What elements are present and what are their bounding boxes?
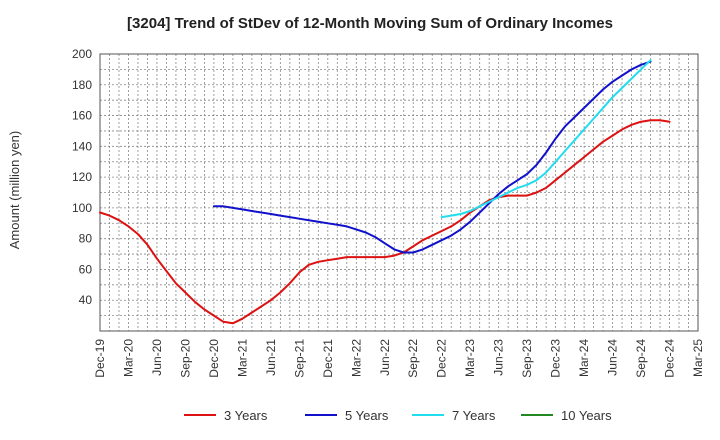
- y-tick-label: 180: [72, 78, 92, 92]
- x-tick-label: Mar-24: [577, 339, 591, 377]
- x-tick-label: Sep-24: [634, 339, 648, 378]
- x-tick-label: Jun-22: [378, 339, 392, 376]
- x-tick-label: Sep-23: [520, 339, 534, 378]
- y-tick-label: 120: [72, 170, 92, 184]
- plot-frame: [99, 53, 699, 332]
- x-tick-label: Mar-22: [349, 339, 363, 377]
- y-tick-label: 140: [72, 139, 92, 153]
- x-tick-label: Dec-22: [435, 339, 449, 378]
- x-tick-label: Sep-20: [178, 339, 192, 378]
- chart-title: [3204] Trend of StDev of 12-Month Moving…: [127, 15, 613, 32]
- plot-area: 40 60 80 100 120 140 160 180 200 Dec-19 Mar-20 Jun-…: [72, 47, 705, 378]
- x-tick-label: Dec-20: [207, 339, 221, 378]
- y-axis-label: Amount (million yen): [7, 131, 22, 250]
- legend: 3 Years 5 Years 7 Years 10 Years: [184, 408, 612, 423]
- x-tick-label: Sep-22: [406, 339, 420, 378]
- legend-label-1: 3 Years: [224, 408, 268, 423]
- series-line-1: [99, 119, 671, 325]
- x-tick-label: Dec-23: [549, 339, 563, 378]
- legend-label-3: 7 Years: [452, 408, 496, 423]
- y-tick-label: 200: [72, 47, 92, 61]
- legend-label-4: 10 Years: [561, 408, 612, 423]
- x-tick-label: Sep-21: [292, 339, 306, 378]
- legend-label-2: 5 Years: [345, 408, 389, 423]
- x-tick-label: Dec-21: [321, 339, 335, 378]
- x-tick-label: Jun-24: [606, 339, 620, 376]
- y-tick-label: 160: [72, 109, 92, 123]
- x-tick-label: Mar-20: [121, 339, 135, 377]
- x-tick-label: Jun-21: [264, 339, 278, 376]
- x-tick-label: Mar-21: [235, 339, 249, 377]
- x-tick-label: Jun-20: [150, 339, 164, 376]
- y-tick-label: 80: [79, 232, 93, 246]
- y-tick-label: 100: [72, 201, 92, 215]
- x-tick-label: Dec-19: [93, 339, 107, 378]
- series-line-2: [212, 60, 652, 254]
- series-line-3: [440, 59, 652, 219]
- y-tick-label: 40: [79, 293, 93, 307]
- y-tick-label: 60: [79, 262, 93, 276]
- x-tick-label: Mar-25: [691, 339, 705, 377]
- x-tick-label: Jun-23: [492, 339, 506, 376]
- x-tick-label: Mar-23: [463, 339, 477, 377]
- x-tick-label: Dec-24: [663, 339, 677, 378]
- plot-background: [100, 54, 698, 331]
